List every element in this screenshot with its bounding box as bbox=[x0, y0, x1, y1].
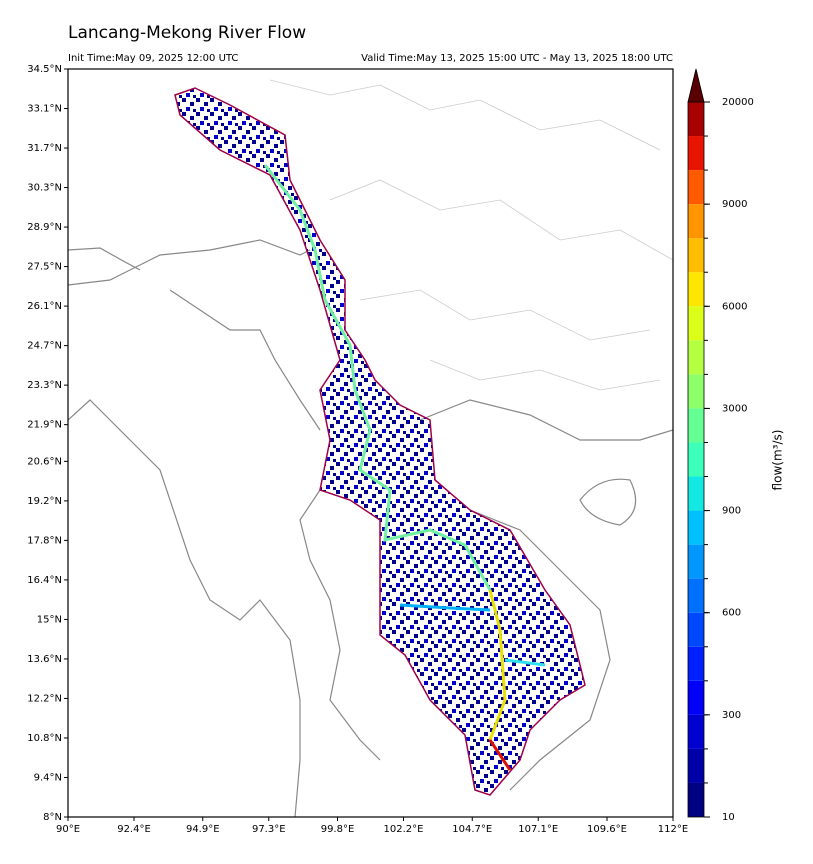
y-tick-label: 33.1°N bbox=[27, 104, 62, 115]
y-tick-label: 26.1°N bbox=[27, 301, 62, 312]
colorbar-band bbox=[688, 646, 704, 681]
colorbar-tick-label: 9000 bbox=[722, 199, 747, 210]
colorbar-band bbox=[688, 136, 704, 171]
river-delta bbox=[488, 739, 512, 771]
y-tick-label: 12.2°N bbox=[27, 693, 62, 704]
colorbar-extend bbox=[687, 68, 705, 103]
y-tick-label: 30.3°N bbox=[27, 183, 62, 194]
y-tick-label: 20.6°N bbox=[27, 456, 62, 467]
y-tick-label: 19.2°N bbox=[27, 496, 62, 507]
y-tick-label: 8°N bbox=[43, 812, 62, 823]
y-tick-label: 9.4°N bbox=[34, 772, 62, 783]
colorbar-tick-label: 3000 bbox=[722, 403, 747, 414]
colorbar-tick-label: 900 bbox=[722, 506, 741, 517]
y-tick-label: 24.7°N bbox=[27, 341, 62, 352]
map-frame bbox=[67, 68, 674, 818]
y-tick-label: 17.8°N bbox=[27, 535, 62, 546]
y-tick-label: 31.7°N bbox=[27, 143, 62, 154]
colorbar-band bbox=[688, 782, 704, 817]
y-tick-label: 34.5°N bbox=[27, 64, 62, 75]
colorbar-tick-label: 20000 bbox=[722, 97, 754, 108]
y-tick-label: 28.9°N bbox=[27, 222, 62, 233]
province-borders bbox=[269, 79, 673, 391]
colorbar-band bbox=[688, 510, 704, 545]
x-tick-label: 112°E bbox=[658, 824, 688, 835]
tributary bbox=[504, 658, 546, 667]
colorbar-band bbox=[688, 272, 704, 307]
borders bbox=[68, 239, 673, 817]
x-tick-label: 99.8°E bbox=[321, 824, 355, 835]
x-tick-label: 102.2°E bbox=[384, 824, 424, 835]
x-tick-label: 109.6°E bbox=[587, 824, 627, 835]
title: Lancang-Mekong River Flow bbox=[68, 23, 306, 43]
colorbar-label: flow(m³/s) bbox=[771, 430, 785, 491]
map-area bbox=[68, 79, 673, 817]
x-tick-label: 107.1°E bbox=[518, 824, 558, 835]
y-tick-label: 27.5°N bbox=[27, 262, 62, 273]
init-time: Init Time:May 09, 2025 12:00 UTC bbox=[68, 53, 238, 64]
river-middle bbox=[488, 589, 507, 741]
colorbar-tick-label: 6000 bbox=[722, 301, 747, 312]
tributary bbox=[399, 603, 491, 612]
colorbar-band bbox=[688, 748, 704, 783]
colorbar-tick-label: 300 bbox=[722, 710, 741, 721]
colorbar-band bbox=[688, 374, 704, 409]
colorbar-band bbox=[688, 170, 704, 205]
colorbar-band bbox=[688, 544, 704, 579]
x-tick-label: 92.4°E bbox=[117, 824, 151, 835]
colorbar-band bbox=[688, 578, 704, 613]
colorbar-band bbox=[688, 238, 704, 273]
x-tick-label: 94.9°E bbox=[186, 824, 220, 835]
colorbar-frame bbox=[687, 101, 705, 818]
colorbar-band bbox=[688, 340, 704, 375]
colorbar-band bbox=[688, 476, 704, 511]
colorbar-band bbox=[688, 306, 704, 341]
colorbar-band bbox=[688, 408, 704, 443]
valid-time: Valid Time:May 13, 2025 15:00 UTC - May … bbox=[361, 53, 673, 64]
y-tick-label: 13.6°N bbox=[27, 654, 62, 665]
colorbar-band bbox=[688, 612, 704, 647]
colorbar-band bbox=[688, 442, 704, 477]
colorbar-band bbox=[688, 204, 704, 239]
y-tick-label: 16.4°N bbox=[27, 575, 62, 586]
x-tick-label: 97.3°E bbox=[252, 824, 286, 835]
x-tick-label: 104.7°E bbox=[452, 824, 492, 835]
colorbar-tick-label: 10 bbox=[722, 812, 735, 823]
basin bbox=[174, 87, 586, 796]
y-tick-label: 10.8°N bbox=[27, 733, 62, 744]
colorbar-tick-label: 600 bbox=[722, 608, 741, 619]
river-upper bbox=[263, 164, 492, 591]
colorbar-band bbox=[688, 714, 704, 749]
y-tick-label: 23.3°N bbox=[27, 380, 62, 391]
y-tick-label: 15°N bbox=[37, 614, 62, 625]
colorbar-band bbox=[688, 102, 704, 137]
colorbar-band bbox=[688, 680, 704, 715]
y-tick-label: 21.9°N bbox=[27, 420, 62, 431]
x-tick-label: 90°E bbox=[56, 824, 80, 835]
